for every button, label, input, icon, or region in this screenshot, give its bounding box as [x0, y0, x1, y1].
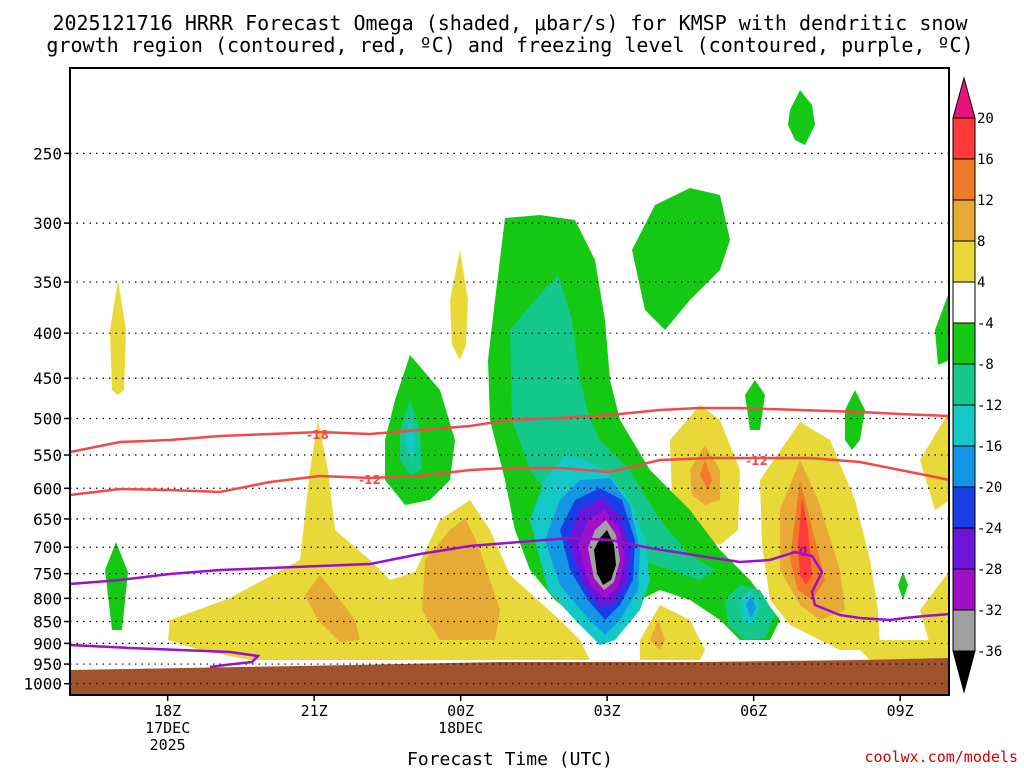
y-tick-label: 900: [33, 634, 62, 653]
freezing-level-contours: [70, 536, 949, 669]
dgz-minus18-contour: [70, 406, 949, 454]
colorbar-label: -36: [977, 644, 1002, 660]
x-tick-label: 17DEC: [145, 719, 190, 737]
y-tick-label: 650: [33, 510, 62, 529]
y-tick-label: 800: [33, 589, 62, 608]
colorbar-label: -32: [977, 603, 1002, 619]
omega-orange-center: [422, 518, 500, 640]
colorbar-label: -16: [977, 439, 1002, 455]
x-tick-label: 06Z: [740, 702, 767, 720]
y-tick-label: 600: [33, 479, 62, 498]
y-tick-label: 350: [33, 273, 62, 292]
omega-green-small-right1: [745, 380, 765, 430]
x-tick-label: 09Z: [887, 702, 914, 720]
dgz-label-minus12-b: -12: [746, 454, 768, 468]
y-tick-label: 300: [33, 214, 62, 233]
x-tick-label: 03Z: [594, 702, 621, 720]
y-tick-label: 850: [33, 613, 62, 632]
omega-green-small-right2: [845, 390, 865, 450]
y-tick-label: 250: [33, 144, 62, 163]
colorbar: 20 16 12 8 4 -4 -8 -12 -16 -20 -24 -28 -32 -36: [952, 76, 1002, 694]
colorbar-label: -24: [977, 521, 1002, 537]
colorbar-swatch: [952, 199, 976, 242]
colorbar-swatch: [952, 117, 976, 160]
y-tick-label: 500: [33, 410, 62, 429]
freezing-level-label: 0: [799, 545, 807, 559]
y-tick-label: 1000: [23, 675, 62, 694]
omega-green-right-edge: [935, 295, 949, 365]
chart-title-line2: growth region (contoured, red, ºC) and f…: [46, 33, 973, 57]
omega-green-upper-right: [632, 188, 730, 330]
colorbar-label: 16: [977, 152, 994, 168]
colorbar-swatch: [952, 404, 976, 447]
omega-orange-left: [305, 575, 360, 642]
y-tick-label: 450: [33, 369, 62, 388]
y-tick-label: 550: [33, 446, 62, 465]
colorbar-label: 12: [977, 193, 994, 209]
omega-darkorange-mid: [700, 460, 712, 490]
freezing-level-contour-lower: [70, 643, 261, 669]
omega-lightblue-right: [746, 596, 756, 618]
x-tick-label: 18Z: [154, 702, 181, 720]
colorbar-swatch: [952, 568, 976, 611]
colorbar-swatch: [952, 322, 976, 365]
chart-title-line1: 2025121716 HRRR Forecast Omega (shaded, …: [52, 11, 968, 35]
colorbar-swatch: [952, 281, 976, 324]
omega-black: [594, 530, 616, 585]
dgz-minus12-contour: [70, 456, 949, 497]
omega-orange-bottom: [650, 620, 665, 650]
colorbar-swatch: [952, 158, 976, 201]
colorbar-swatch: [952, 609, 976, 652]
omega-yellow-right-bottom: [920, 571, 949, 645]
y-tick-label: 750: [33, 565, 62, 584]
colorbar-label: -12: [977, 398, 1002, 414]
dgz-label-minus12-a: -12: [359, 473, 381, 487]
x-tick-label: 2025: [150, 736, 186, 754]
omega-green-left-column: [105, 542, 128, 630]
omega-yellow-bottom-right: [860, 640, 949, 660]
dgz-label-minus18: -18: [307, 428, 329, 442]
omega-yellow-left-column: [110, 280, 126, 395]
freezing-level-contour-main: [70, 536, 949, 622]
colorbar-label: -8: [977, 357, 994, 373]
omega-yellow-right-edge: [920, 411, 949, 510]
colorbar-label: -28: [977, 562, 1002, 578]
colorbar-swatch: [952, 363, 976, 406]
colorbar-swatch: [952, 527, 976, 570]
omega-red-right: [798, 498, 812, 585]
y-tick-label: 400: [33, 324, 62, 343]
colorbar-swatch: [952, 486, 976, 529]
y-tick-label: 950: [33, 655, 62, 674]
colorbar-label: -4: [977, 316, 994, 332]
x-axis-title: Forecast Time (UTC): [407, 749, 613, 768]
colorbar-label: 4: [977, 275, 985, 291]
credit-text: coolwx.com/models: [864, 748, 1018, 766]
x-tick-label: 21Z: [301, 702, 328, 720]
x-tick-label: 18DEC: [438, 719, 483, 737]
plot-frame: [69, 67, 950, 696]
colorbar-label: -20: [977, 480, 1002, 496]
colorbar-label: 8: [977, 234, 985, 250]
omega-green-dot: [898, 572, 908, 600]
colorbar-bottom-arrow: [952, 650, 976, 694]
y-tick-label: 700: [33, 538, 62, 557]
omega-green-top-right: [788, 90, 815, 145]
omega-yellow-upper-center: [450, 250, 468, 360]
colorbar-label: 20: [977, 111, 994, 127]
colorbar-swatch: [952, 240, 976, 283]
colorbar-swatch: [952, 445, 976, 488]
terrain-fill: [70, 658, 949, 695]
dgz-contours: [70, 406, 949, 497]
x-tick-label: 00Z: [447, 702, 474, 720]
y-axis: 250 300 350 400 450 500 550 600 650 700 750 800 850 9…: [23, 144, 70, 694]
